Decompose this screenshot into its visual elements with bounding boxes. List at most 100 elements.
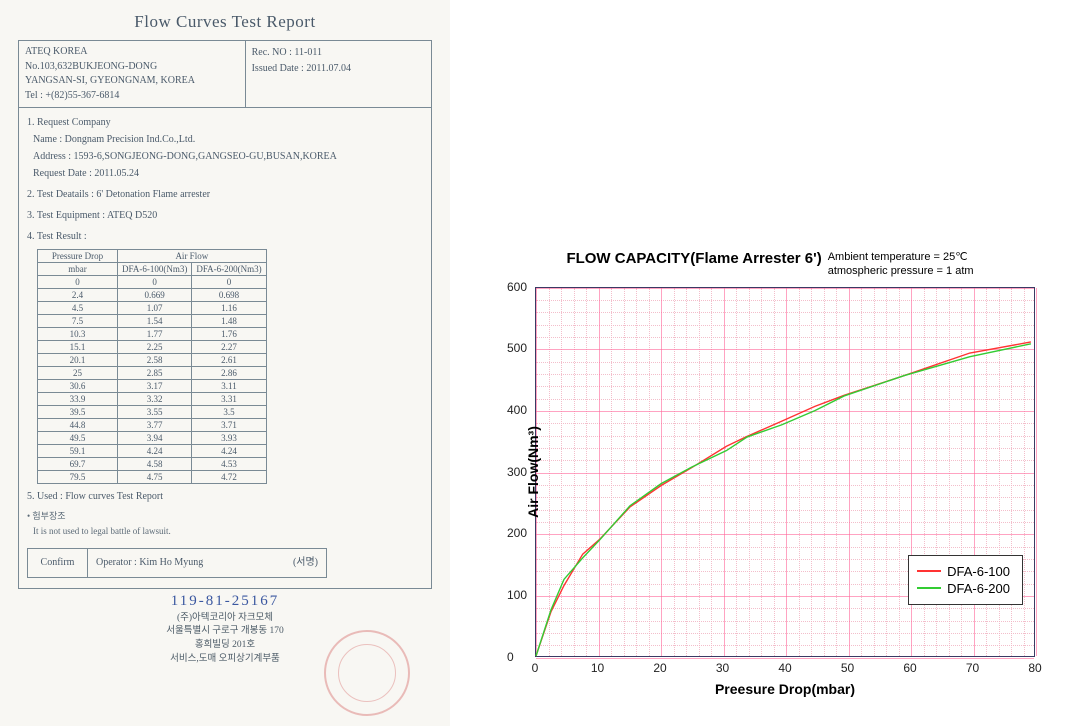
x-tick: 50: [841, 661, 854, 675]
x-tick: 30: [716, 661, 729, 675]
confirm-box: Confirm Operator : Kim Ho Myung (서명): [27, 548, 327, 578]
table-row: 33.93.323.31: [38, 393, 267, 406]
results-table: Pressure Drop Air Flow mbar DFA-6-100(Nm…: [37, 249, 267, 484]
table-cell: 4.53: [192, 458, 266, 471]
legend-swatch-icon: [917, 587, 941, 589]
table-cell: 59.1: [38, 445, 118, 458]
table-cell: 3.31: [192, 393, 266, 406]
table-row: 252.852.86: [38, 367, 267, 380]
table-row: 44.83.773.71: [38, 419, 267, 432]
chart-subtitle: Ambient temperature = 25℃ atmospheric pr…: [828, 250, 974, 279]
confirm-label: Confirm: [28, 549, 88, 577]
legend-label: DFA-6-100: [947, 564, 1010, 579]
x-tick: 60: [903, 661, 916, 675]
company-line: ATEQ KOREA: [25, 45, 239, 60]
table-cell: 1.16: [192, 302, 266, 315]
table-cell: 1.77: [118, 328, 192, 341]
table-cell: 3.55: [118, 406, 192, 419]
x-tick: 0: [532, 661, 539, 675]
x-tick: 40: [778, 661, 791, 675]
section-5: 5. Used : Flow curves Test Report: [27, 488, 423, 505]
y-axis-label: Air Flow(Nm³): [525, 426, 541, 518]
section-3: 3. Test Equipment : ATEQ D520: [27, 207, 423, 224]
table-cell: 4.75: [118, 471, 192, 484]
table-row: 10.31.771.76: [38, 328, 267, 341]
chart-legend: DFA-6-100 DFA-6-200: [908, 555, 1023, 605]
table-cell: 79.5: [38, 471, 118, 484]
table-cell: 0.698: [192, 289, 266, 302]
table-row: 69.74.584.53: [38, 458, 267, 471]
table-cell: 4.24: [192, 445, 266, 458]
x-tick: 10: [591, 661, 604, 675]
th-series-2: DFA-6-200(Nm3): [192, 263, 266, 276]
y-tick: 600: [507, 280, 527, 294]
chart-title-row: FLOW CAPACITY(Flame Arrester 6') Ambient…: [480, 250, 1060, 279]
table-cell: 69.7: [38, 458, 118, 471]
table-row: 49.53.943.93: [38, 432, 267, 445]
table-row: 39.53.553.5: [38, 406, 267, 419]
table-row: 59.14.244.24: [38, 445, 267, 458]
confirm-operator: Operator : Kim Ho Myung: [96, 554, 203, 571]
table-cell: 0.669: [118, 289, 192, 302]
table-cell: 3.93: [192, 432, 266, 445]
chart-sub-2: atmospheric pressure = 1 atm: [828, 264, 974, 278]
table-cell: 20.1: [38, 354, 118, 367]
y-tick: 200: [507, 526, 527, 540]
table-cell: 3.5: [192, 406, 266, 419]
report-outer-box: ATEQ KOREA No.103,632BUKJEONG-DONG YANGS…: [18, 40, 432, 589]
table-row: 7.51.541.48: [38, 315, 267, 328]
table-cell: 3.94: [118, 432, 192, 445]
table-row: 20.12.582.61: [38, 354, 267, 367]
company-line: Tel : +(82)55-367-6814: [25, 89, 239, 104]
chart-sub-1: Ambient temperature = 25℃: [828, 250, 974, 264]
footer-line: (주)아텍코리아 자크모체: [18, 612, 432, 626]
test-report-document: Flow Curves Test Report ATEQ KOREA No.10…: [0, 0, 450, 726]
issued-date-row: Issued Date : 2011.07.04: [252, 61, 425, 77]
table-cell: 2.61: [192, 354, 266, 367]
table-cell: 4.5: [38, 302, 118, 315]
business-number: 119-81-25167: [18, 593, 432, 610]
section-1-title: 1. Request Company: [27, 114, 423, 131]
flow-capacity-chart-panel: FLOW CAPACITY(Flame Arrester 6') Ambient…: [450, 0, 1080, 726]
y-tick: 400: [507, 403, 527, 417]
req-addr: Address : 1593-6,SONGJEONG-DONG,GANGSEO-…: [33, 148, 423, 165]
table-cell: 7.5: [38, 315, 118, 328]
table-cell: 39.5: [38, 406, 118, 419]
company-line: No.103,632BUKJEONG-DONG: [25, 60, 239, 75]
footer-korean: (주)아텍코리아 자크모체 서울특별시 구로구 개봉동 170 홍희빌딩 201…: [18, 612, 432, 667]
footer-line: 홍희빌딩 201호: [18, 639, 432, 653]
table-cell: 1.54: [118, 315, 192, 328]
section-4: 4. Test Result :: [27, 228, 423, 245]
company-line: YANGSAN-SI, GYEONGNAM, KOREA: [25, 74, 239, 89]
table-cell: 2.4: [38, 289, 118, 302]
rec-no-row: Rec. NO : 11-011: [252, 45, 425, 61]
req-name: Name : Dongnam Precision Ind.Co.,Ltd.: [33, 131, 423, 148]
req-date: Request Date : 2011.05.24: [33, 165, 423, 182]
y-tick: 100: [507, 588, 527, 602]
x-tick: 70: [966, 661, 979, 675]
report-header-row: ATEQ KOREA No.103,632BUKJEONG-DONG YANGS…: [19, 41, 431, 108]
th-airflow: Air Flow: [118, 250, 267, 263]
table-cell: 2.86: [192, 367, 266, 380]
table-cell: 2.27: [192, 341, 266, 354]
table-cell: 3.32: [118, 393, 192, 406]
section-1: 1. Request Company Name : Dongnam Precis…: [27, 114, 423, 182]
table-row: 79.54.754.72: [38, 471, 267, 484]
record-block: Rec. NO : 11-011 Issued Date : 2011.07.0…: [246, 41, 431, 107]
section-2: 2. Test Deatails : 6' Detonation Flame a…: [27, 186, 423, 203]
y-tick: 0: [507, 650, 514, 664]
company-block: ATEQ KOREA No.103,632BUKJEONG-DONG YANGS…: [19, 41, 246, 107]
table-cell: 30.6: [38, 380, 118, 393]
x-tick: 20: [653, 661, 666, 675]
report-body: 1. Request Company Name : Dongnam Precis…: [19, 108, 431, 588]
report-title: Flow Curves Test Report: [18, 12, 432, 32]
table-cell: 10.3: [38, 328, 118, 341]
table-cell: 4.72: [192, 471, 266, 484]
table-cell: 2.85: [118, 367, 192, 380]
table-row: 30.63.173.11: [38, 380, 267, 393]
table-cell: 44.8: [38, 419, 118, 432]
chart-title: FLOW CAPACITY(Flame Arrester 6'): [566, 250, 821, 267]
confirm-body: Operator : Kim Ho Myung (서명): [88, 549, 326, 577]
table-cell: 4.24: [118, 445, 192, 458]
table-row: 2.40.6690.698: [38, 289, 267, 302]
